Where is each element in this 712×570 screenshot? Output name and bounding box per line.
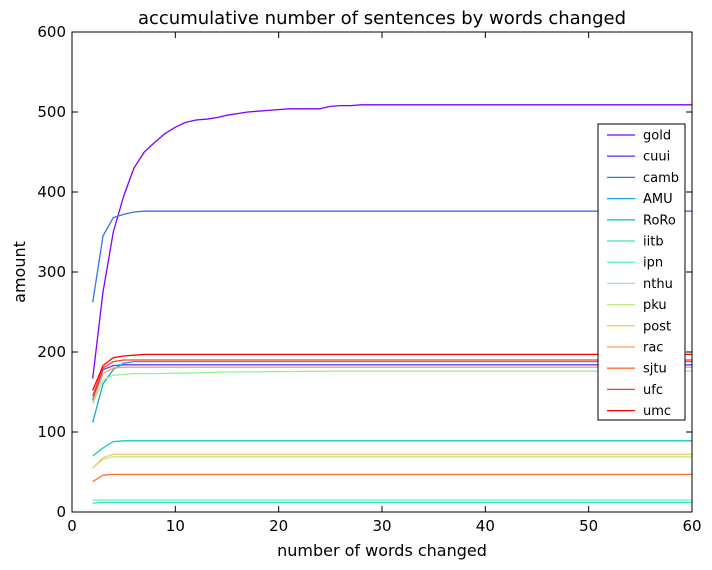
legend-label-umc: umc [643,404,671,419]
x-tick-label: 20 [269,517,288,535]
plot-background [72,32,692,512]
series-line-ufc [92,359,692,397]
plot-frame [71,31,693,513]
legend-label-roro: RoRo [643,213,676,228]
y-tick-label: 0 [56,503,66,521]
y-tick-label: 400 [37,183,66,201]
legend-label-ufc: ufc [643,383,663,398]
series-line-iitb [92,501,692,504]
legend-label-gold: gold [643,129,671,144]
plot-area [71,31,693,513]
series-line-nthu [92,370,692,405]
legend-label-camb: camb [643,171,679,186]
series-line-amu [92,360,692,423]
series-line-roro [92,440,692,457]
y-tick-label: 300 [37,263,66,281]
legend-label-cuui: cuui [643,150,670,165]
legend-label-amu: AMU [643,192,673,207]
legend-label-post: post [643,319,671,334]
chart-title: accumulative number of sentences by word… [138,8,626,29]
y-tick-label: 500 [37,103,66,121]
series-line-sjtu [92,473,692,483]
series-lines [92,104,692,504]
x-tick-label: 10 [166,517,185,535]
x-axis-label: number of words changed [277,541,487,560]
legend-label-nthu: nthu [643,277,673,292]
x-tick-label: 50 [579,517,598,535]
legend-label-iitb: iitb [643,235,664,250]
legend-label-pku: pku [643,298,667,313]
series-line-camb [92,210,692,303]
legend-label-ipn: ipn [643,256,663,271]
series-line-gold [92,104,692,379]
legend-box [597,123,686,421]
y-tick-label: 200 [37,343,66,361]
y-tick-label: 100 [37,423,66,441]
legend-label-sjtu: sjtu [643,362,667,377]
series-line-pku [92,456,692,469]
series-line-rac [92,366,692,402]
x-tick-label: 30 [372,517,391,535]
y-axis-label: amount [10,241,29,303]
legend: gold cuui camb AMU RoRo iitb ipn nthu pku post rac… [597,123,686,421]
legend-label-rac: rac [643,341,663,356]
x-tick-label: 0 [67,517,77,535]
x-tick-label: 60 [682,517,701,535]
y-tick-label: 600 [37,23,66,41]
series-line-post [92,453,692,469]
series-line-umc [92,353,692,391]
x-tick-label: 40 [476,517,495,535]
